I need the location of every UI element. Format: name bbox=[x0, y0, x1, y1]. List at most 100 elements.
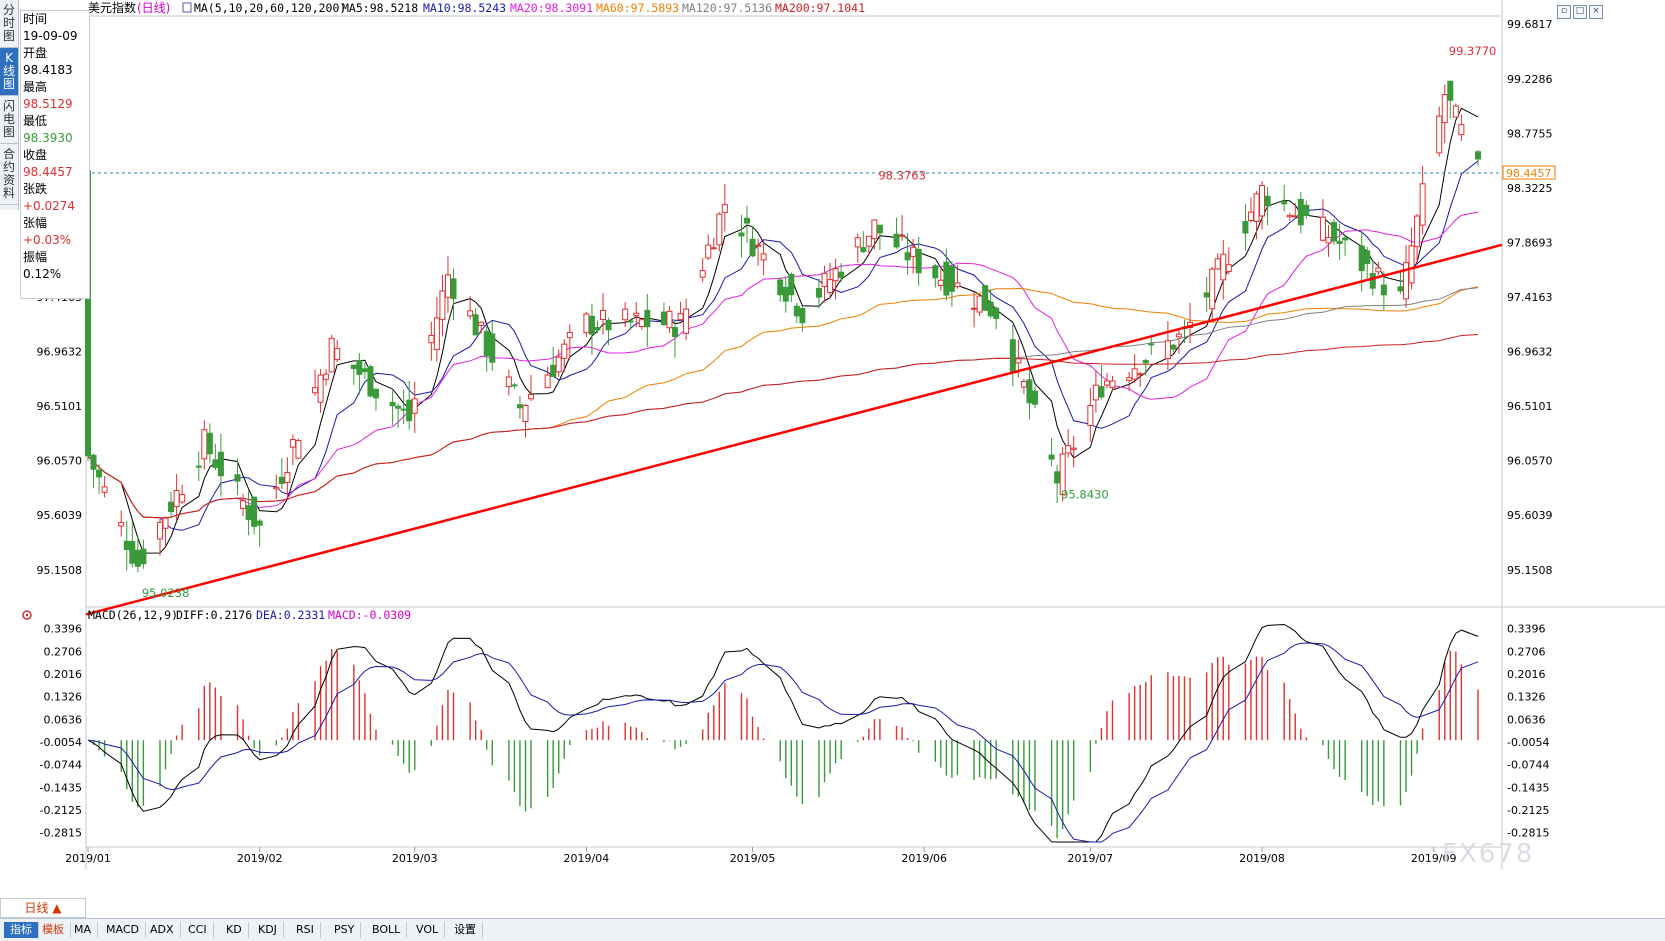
price-tick-label-left: 96.9632 bbox=[37, 346, 83, 359]
candle-body bbox=[672, 327, 679, 338]
candle-body bbox=[954, 282, 961, 288]
ma60-value: MA60:97.5893 bbox=[596, 1, 679, 15]
macd-tick-label: 0.0636 bbox=[1507, 713, 1546, 726]
candle-body bbox=[1447, 80, 1454, 101]
candle-body bbox=[173, 490, 180, 508]
candle-body bbox=[1065, 445, 1072, 454]
candle-body bbox=[245, 505, 252, 520]
candle-body bbox=[1259, 185, 1266, 217]
candle-body bbox=[1403, 262, 1410, 300]
price-tick-label: 97.8693 bbox=[1507, 236, 1553, 249]
indicator-tab-kd[interactable]: KD bbox=[220, 922, 249, 938]
indicator-tab-settings[interactable]: 设置 bbox=[448, 922, 483, 938]
pct-value: +0.03% bbox=[23, 233, 72, 247]
price-tick-label: 96.9632 bbox=[1507, 346, 1553, 359]
candle-body bbox=[1175, 333, 1182, 338]
macd-diff: DIFF:0.2176 bbox=[176, 608, 252, 622]
indicator-tab-templates[interactable]: 模板 bbox=[36, 922, 71, 938]
candle-body bbox=[622, 308, 629, 321]
annotation-low-jan: 95.0238 bbox=[142, 586, 190, 600]
candle-body bbox=[1009, 339, 1016, 372]
tab-flash[interactable]: 闪电图 bbox=[0, 96, 18, 144]
symbol-title: 美元指数 bbox=[88, 0, 136, 15]
candle-body bbox=[1203, 292, 1210, 298]
candle-body bbox=[162, 517, 169, 529]
candle-body bbox=[1109, 380, 1116, 389]
indicator-tab-vol[interactable]: VOL bbox=[410, 922, 446, 938]
low-label: 最低 bbox=[23, 114, 48, 128]
restore-icon[interactable]: ▫ bbox=[1557, 5, 1571, 19]
candle-body bbox=[90, 454, 97, 470]
candle-body bbox=[118, 522, 125, 527]
candle-body bbox=[168, 501, 175, 513]
indicator-tab-boll[interactable]: BOLL bbox=[366, 922, 408, 938]
macd-tick-label-left: -0.1435 bbox=[40, 781, 82, 794]
macd-tick-label-left: -0.0054 bbox=[40, 736, 82, 749]
ma-settings-icon[interactable] bbox=[182, 2, 192, 13]
time-label: 时间 bbox=[23, 12, 48, 26]
open-label: 开盘 bbox=[23, 46, 48, 60]
indicator-tab-cci[interactable]: CCI bbox=[182, 922, 214, 938]
candle-body bbox=[395, 405, 402, 409]
candle-body bbox=[334, 348, 341, 361]
chart-area[interactable]: 美元指数 (日线) MA(5,10,20,60,120,200) MA5:98.… bbox=[0, 0, 1665, 918]
candle-body bbox=[516, 404, 523, 409]
indicator-tab-bar: 指标 模板 MA MACD ADX CCI KD KDJ RSI PSY BOLL VOL 设置 bbox=[0, 918, 1665, 941]
candle-body bbox=[937, 279, 944, 286]
candle-body bbox=[101, 486, 108, 493]
candle-body bbox=[838, 271, 845, 278]
indicator-tab-rsi[interactable]: RSI bbox=[290, 922, 321, 938]
candle-body bbox=[1164, 340, 1171, 360]
high-label: 最高 bbox=[23, 80, 48, 94]
close-icon[interactable]: × bbox=[1589, 5, 1603, 19]
indicator-tab-kdj[interactable]: KDJ bbox=[252, 922, 284, 938]
trend-line bbox=[85, 243, 1503, 616]
candle-body bbox=[777, 279, 784, 296]
low-value: 98.3930 bbox=[23, 131, 73, 145]
tab-kline[interactable]: K线图 bbox=[0, 48, 18, 96]
candle-body bbox=[217, 451, 224, 477]
price-tick-label: 95.6039 bbox=[1507, 509, 1553, 522]
indicator-tab-adx[interactable]: ADX bbox=[144, 922, 181, 938]
tab-timeshare[interactable]: 分时图 bbox=[0, 0, 18, 48]
price-tick-label-left: 96.0570 bbox=[37, 455, 83, 468]
candle-body bbox=[793, 305, 800, 317]
indicator-tab-indicators[interactable]: 指标 bbox=[4, 922, 39, 938]
indicator-tab-psy[interactable]: PSY bbox=[328, 922, 362, 938]
macd-axis: 0.3396 0.3396 0.2706 0.2706 0.2016 0.2016 0.13… bbox=[40, 623, 1550, 840]
candle-body bbox=[1397, 286, 1404, 292]
candle-body bbox=[566, 331, 573, 339]
candle-body bbox=[948, 266, 955, 292]
side-tab-bar: 分时图 K线图 闪电图 合约资料 bbox=[0, 0, 19, 210]
macd-tick-label: -0.0054 bbox=[1507, 736, 1549, 749]
candle-body bbox=[782, 286, 789, 302]
maximize-icon[interactable]: □ bbox=[1573, 5, 1587, 19]
indicator-tab-macd[interactable]: MACD bbox=[100, 922, 146, 938]
month-label: 2019/05 bbox=[730, 852, 776, 865]
tab-contract-info[interactable]: 合约资料 bbox=[0, 144, 18, 205]
ma200-value: MA200:97.1041 bbox=[775, 1, 865, 15]
amp-value: 0.12% bbox=[23, 267, 62, 281]
macd-dea: DEA:0.2331 bbox=[256, 608, 325, 622]
month-label: 2019/06 bbox=[901, 852, 947, 865]
candle-body bbox=[699, 270, 706, 278]
month-label: 2019/04 bbox=[564, 852, 610, 865]
candle-body bbox=[350, 364, 357, 369]
candle-body bbox=[478, 321, 485, 326]
ma10-value: MA10:98.5243 bbox=[423, 1, 506, 15]
candle-body bbox=[1020, 380, 1027, 388]
macd-histogram bbox=[92, 649, 1479, 839]
candle-body bbox=[1214, 258, 1221, 270]
candle-body bbox=[633, 312, 640, 317]
candle-body bbox=[1441, 94, 1448, 124]
ma5-value: MA5:98.5218 bbox=[342, 1, 418, 15]
indicator-tab-ma[interactable]: MA bbox=[68, 922, 99, 938]
gear-icon[interactable] bbox=[22, 610, 32, 620]
candle-body bbox=[1092, 384, 1099, 401]
candle-body bbox=[644, 309, 651, 328]
candle-body bbox=[1137, 373, 1144, 376]
close-value: 98.4457 bbox=[23, 165, 73, 179]
period-button[interactable]: 日线 ▲ bbox=[0, 898, 86, 918]
amp-label: 振幅 bbox=[23, 250, 48, 264]
